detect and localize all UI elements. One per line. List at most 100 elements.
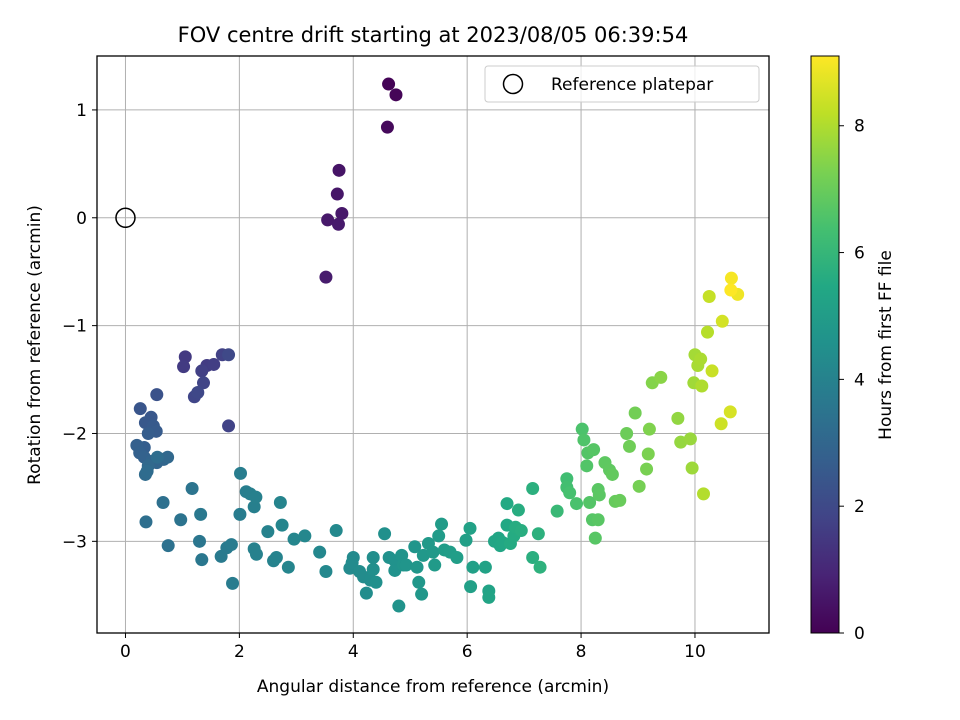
data-point — [570, 497, 584, 511]
data-point — [588, 531, 602, 545]
data-point — [724, 271, 738, 285]
data-point — [620, 426, 634, 440]
data-point — [399, 558, 413, 572]
data-point — [273, 496, 287, 510]
data-point — [482, 590, 496, 604]
data-point — [177, 360, 191, 374]
data-point — [196, 376, 210, 390]
x-tick-label: 2 — [234, 642, 245, 662]
data-point — [531, 527, 545, 541]
colorbar-tick-label: 8 — [854, 117, 865, 137]
data-point — [526, 551, 540, 565]
data-point — [412, 575, 426, 589]
data-point — [345, 556, 359, 570]
data-point — [463, 521, 477, 535]
data-point — [185, 481, 199, 495]
data-point — [195, 553, 209, 567]
x-axis-label: Angular distance from reference (arcmin) — [257, 677, 609, 697]
data-point — [133, 402, 147, 416]
data-point — [382, 77, 396, 91]
data-point — [369, 575, 383, 589]
reference-platepar-marker — [115, 207, 136, 229]
x-tick-label: 0 — [120, 642, 131, 662]
data-point — [464, 580, 478, 594]
x-tick-label: 10 — [684, 642, 706, 662]
data-point — [685, 461, 699, 475]
data-point — [435, 517, 449, 531]
data-point — [715, 314, 729, 328]
data-point — [526, 481, 540, 495]
data-point — [478, 560, 492, 574]
data-point — [194, 507, 208, 521]
data-point — [533, 560, 547, 574]
data-point — [287, 532, 301, 546]
data-points — [115, 77, 745, 613]
data-point — [705, 364, 719, 378]
data-point — [224, 538, 238, 552]
data-point — [161, 450, 175, 464]
data-point — [622, 439, 636, 453]
data-point — [683, 432, 697, 446]
data-point — [193, 534, 207, 548]
data-point — [587, 443, 601, 457]
data-point — [432, 529, 446, 543]
data-point — [702, 290, 716, 304]
data-point — [459, 533, 473, 547]
data-point — [191, 385, 205, 399]
colorbar-ticks: 0 2 4 6 8 — [839, 117, 865, 644]
y-axis-label: Rotation from reference (arcmin) — [25, 205, 45, 485]
y-tick-label: −2 — [62, 424, 87, 444]
data-point — [178, 350, 192, 364]
data-point — [671, 411, 685, 425]
data-point — [249, 547, 263, 561]
grid-lines — [97, 56, 769, 633]
data-point — [500, 497, 514, 511]
data-point — [330, 187, 344, 201]
data-point — [697, 487, 711, 501]
data-point — [632, 479, 646, 493]
data-point — [156, 496, 170, 510]
legend-box — [484, 65, 760, 103]
data-point — [592, 488, 606, 502]
colorbar-tick-label: 6 — [854, 244, 865, 264]
data-point — [695, 379, 709, 393]
data-point — [641, 447, 655, 461]
y-tick-label: −3 — [62, 532, 87, 552]
data-point — [642, 422, 656, 436]
data-point — [329, 524, 343, 538]
data-point — [450, 551, 464, 565]
data-point — [605, 467, 619, 481]
data-point — [313, 545, 327, 559]
data-point — [366, 562, 380, 576]
data-point — [426, 545, 440, 559]
data-point — [714, 417, 728, 431]
y-tick-label: −1 — [62, 317, 87, 337]
data-point — [415, 587, 429, 601]
data-point — [563, 486, 577, 500]
data-point — [575, 422, 589, 436]
plot-frame — [96, 55, 770, 634]
data-point — [577, 433, 591, 447]
data-point — [207, 357, 221, 371]
data-point — [332, 163, 346, 177]
data-point — [640, 462, 654, 476]
data-point — [395, 548, 409, 562]
data-point — [335, 206, 349, 220]
y-axis-ticks: −3 −2 −1 0 1 — [62, 101, 97, 552]
colorbar-tick-label: 2 — [854, 497, 865, 517]
data-point — [550, 504, 564, 518]
x-tick-label: 8 — [576, 642, 587, 662]
data-point — [331, 217, 345, 231]
x-axis-ticks: 0 2 4 6 8 10 — [120, 633, 706, 662]
data-point — [583, 496, 597, 510]
x-tick-label: 6 — [462, 642, 473, 662]
data-point — [511, 503, 525, 517]
data-point — [408, 540, 422, 554]
data-point — [466, 560, 480, 574]
data-point — [174, 513, 188, 527]
data-point — [319, 270, 333, 284]
data-point — [654, 370, 668, 384]
data-point — [226, 576, 240, 590]
data-point — [222, 419, 236, 433]
